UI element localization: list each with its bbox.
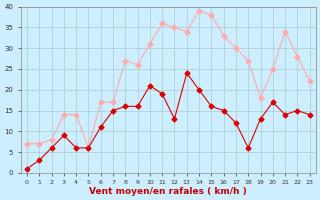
- X-axis label: Vent moyen/en rafales ( km/h ): Vent moyen/en rafales ( km/h ): [90, 187, 247, 196]
